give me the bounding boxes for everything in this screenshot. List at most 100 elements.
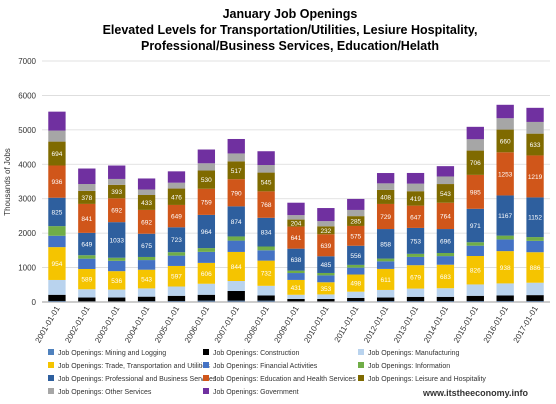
bar-segment <box>496 129 514 153</box>
data-label: 936 <box>52 179 63 186</box>
bar-segment <box>227 206 245 237</box>
legend-swatch <box>203 349 209 355</box>
data-label: 825 <box>52 209 63 216</box>
x-tick-label: 2002-01-01 <box>63 304 92 344</box>
data-label: 517 <box>231 168 242 175</box>
data-label: 753 <box>410 238 421 245</box>
data-label: 1033 <box>109 237 124 244</box>
bar-segment <box>137 233 156 257</box>
bar-segment <box>496 295 514 301</box>
data-label: 485 <box>320 262 331 269</box>
data-label: 633 <box>530 142 541 149</box>
bar-segment <box>287 219 305 227</box>
bar-segment <box>257 300 275 302</box>
bar-segment <box>137 194 156 210</box>
bar-segment <box>496 235 514 240</box>
x-tick-label: 2003-01-01 <box>93 304 122 344</box>
bar-segment <box>317 208 335 222</box>
bar-segment <box>347 300 365 302</box>
x-tick-label: 2004-01-01 <box>123 304 152 344</box>
x-tick-label: 2015-01-01 <box>452 304 481 344</box>
bar-segment <box>257 260 275 286</box>
bar-segment <box>257 151 275 166</box>
bar-segment <box>406 256 425 266</box>
legend-swatch <box>48 349 54 355</box>
legend-label: Job Openings: Leisure and Hospitality <box>368 376 486 383</box>
data-label: 543 <box>440 191 451 198</box>
bar-segment <box>526 197 544 238</box>
x-tick-label: 2006-01-01 <box>183 304 212 344</box>
legend-swatch <box>358 362 364 368</box>
bar-segment <box>436 264 455 289</box>
bar-segment <box>466 208 484 243</box>
bar-segment <box>48 141 66 166</box>
data-label: 611 <box>380 277 391 284</box>
bar-segment <box>376 229 395 259</box>
y-tick-label: 2000 <box>18 229 36 238</box>
bar-segment <box>78 289 96 298</box>
bar-segment <box>406 265 425 289</box>
y-tick-label: 3000 <box>18 195 36 204</box>
bar-segment <box>197 170 216 189</box>
legend-label: Job Openings: Government <box>213 389 299 396</box>
data-label: 696 <box>440 239 451 246</box>
x-tick-label: 2007-01-01 <box>213 304 242 344</box>
bar-segment <box>78 258 96 269</box>
bar-segment <box>406 191 425 206</box>
data-label: 723 <box>171 237 182 244</box>
bar-segment <box>167 300 186 302</box>
legend-label: Job Openings: Education and Health Servi… <box>213 376 356 383</box>
bar-segment <box>466 295 484 301</box>
bar-segment <box>317 221 335 227</box>
bar-segment <box>376 297 395 301</box>
bar-segment <box>108 198 126 223</box>
bar-segment <box>347 291 365 298</box>
legend-swatch <box>48 375 54 381</box>
bar-segment <box>376 289 395 298</box>
x-tick-label: 2009-01-01 <box>272 304 301 344</box>
data-label: 419 <box>410 196 421 203</box>
data-label: 649 <box>81 242 92 249</box>
data-label: 647 <box>410 214 421 221</box>
data-label: 706 <box>470 160 481 167</box>
bar-segment <box>436 229 455 254</box>
bar-segment <box>48 165 66 198</box>
data-label: 985 <box>470 189 481 196</box>
bar-segment <box>137 209 156 234</box>
legend-label: Job Openings: Professional and Business … <box>58 376 217 383</box>
x-tick-label: 2010-01-01 <box>302 304 331 344</box>
x-tick-label: 2014-01-01 <box>422 304 451 344</box>
bar-segment <box>317 226 335 235</box>
data-label: 844 <box>231 264 242 271</box>
bar-segment <box>496 104 514 119</box>
data-label: 545 <box>261 179 272 186</box>
bar-segment <box>167 227 186 253</box>
bar-segment <box>108 178 126 185</box>
bar-segment <box>376 183 395 190</box>
y-tick-label: 6000 <box>18 91 36 100</box>
bar-segment <box>376 261 395 269</box>
bar-segment <box>167 182 186 189</box>
data-label: 530 <box>201 177 212 184</box>
bar-segment <box>526 295 544 301</box>
bar-segment <box>526 240 544 253</box>
bar-segment <box>466 256 484 285</box>
bar-segment <box>376 173 395 184</box>
legend-label: Job Openings: Construction <box>213 350 299 357</box>
bar-segment <box>167 188 186 205</box>
data-label: 834 <box>261 230 272 237</box>
bar-segment <box>347 267 365 275</box>
bar-segment <box>317 234 335 257</box>
bar-segment <box>137 260 156 270</box>
bar-segment <box>376 189 395 204</box>
bar-segment <box>287 273 305 280</box>
data-label: 964 <box>201 229 212 236</box>
bar-segment <box>78 203 96 233</box>
bar-segment <box>197 294 216 301</box>
bar-segment <box>347 198 365 210</box>
bar-segment <box>287 215 305 220</box>
bar-segment <box>197 149 216 164</box>
bar-segment <box>496 239 514 252</box>
bar-segment <box>287 279 305 295</box>
bar-segment <box>406 183 425 192</box>
